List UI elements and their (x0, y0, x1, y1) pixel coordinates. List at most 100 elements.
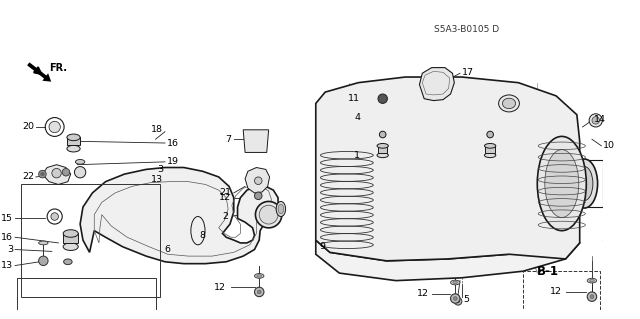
Polygon shape (67, 137, 80, 145)
Text: 3: 3 (7, 245, 13, 254)
Ellipse shape (276, 201, 285, 217)
Polygon shape (63, 234, 78, 243)
Polygon shape (485, 146, 495, 153)
Text: 13: 13 (1, 261, 13, 270)
Circle shape (588, 292, 596, 301)
Text: 12: 12 (219, 193, 231, 202)
Circle shape (255, 177, 262, 184)
Text: 3: 3 (157, 165, 163, 174)
Circle shape (454, 298, 462, 305)
Text: 17: 17 (462, 68, 474, 77)
Ellipse shape (257, 275, 262, 277)
Circle shape (62, 168, 70, 176)
FancyArrow shape (27, 62, 51, 82)
Ellipse shape (259, 205, 278, 224)
Text: 7: 7 (225, 135, 231, 144)
Circle shape (453, 297, 457, 300)
Circle shape (487, 131, 493, 138)
Text: 22: 22 (22, 173, 34, 182)
Circle shape (257, 290, 261, 294)
Text: 19: 19 (167, 157, 179, 166)
Ellipse shape (255, 274, 264, 278)
Text: 1: 1 (354, 151, 360, 160)
Bar (17, 278, 156, 319)
Polygon shape (316, 231, 580, 281)
Text: S5A3-B0105 D: S5A3-B0105 D (433, 26, 499, 34)
Ellipse shape (451, 280, 460, 285)
Circle shape (457, 300, 460, 303)
Text: B-1: B-1 (537, 265, 559, 278)
Text: 6: 6 (164, 245, 170, 254)
Text: 9: 9 (319, 242, 325, 251)
Ellipse shape (545, 150, 579, 218)
Bar (20, 183, 160, 297)
Circle shape (255, 287, 264, 297)
Text: 4: 4 (354, 113, 360, 122)
Circle shape (38, 170, 46, 178)
Polygon shape (378, 146, 387, 153)
Ellipse shape (537, 137, 586, 231)
Ellipse shape (63, 230, 78, 237)
Ellipse shape (191, 217, 205, 245)
Text: 12: 12 (550, 287, 562, 296)
Text: 14: 14 (594, 115, 606, 124)
Ellipse shape (572, 159, 598, 208)
Text: 12: 12 (417, 289, 429, 298)
FancyArrow shape (539, 242, 552, 259)
Text: 10: 10 (604, 141, 615, 150)
Text: 5: 5 (464, 295, 470, 304)
Circle shape (51, 213, 58, 220)
Circle shape (589, 114, 602, 127)
Circle shape (74, 167, 86, 178)
Polygon shape (80, 167, 278, 264)
Ellipse shape (63, 259, 72, 264)
Circle shape (380, 131, 386, 138)
Circle shape (592, 117, 600, 124)
Text: 16: 16 (1, 233, 13, 242)
Text: 18: 18 (151, 125, 163, 134)
Text: 15: 15 (1, 214, 13, 223)
Ellipse shape (453, 281, 458, 284)
Ellipse shape (616, 226, 628, 232)
Ellipse shape (502, 98, 516, 108)
Ellipse shape (377, 153, 388, 158)
Ellipse shape (499, 95, 520, 112)
Ellipse shape (484, 144, 496, 148)
Ellipse shape (63, 243, 78, 250)
Text: 13: 13 (151, 175, 163, 184)
Circle shape (618, 207, 626, 215)
Circle shape (52, 168, 61, 178)
Text: 12: 12 (214, 283, 226, 292)
Circle shape (38, 256, 48, 265)
Ellipse shape (377, 144, 388, 148)
Text: 8: 8 (200, 231, 206, 240)
Ellipse shape (38, 241, 48, 245)
Ellipse shape (67, 145, 80, 152)
Circle shape (590, 295, 594, 299)
Ellipse shape (67, 134, 80, 141)
Circle shape (451, 294, 460, 303)
Text: 20: 20 (22, 122, 34, 131)
Ellipse shape (76, 160, 85, 164)
Polygon shape (243, 130, 269, 152)
Circle shape (255, 192, 262, 200)
Ellipse shape (616, 240, 628, 246)
Polygon shape (42, 165, 70, 184)
Ellipse shape (255, 201, 282, 228)
Text: FR.: FR. (49, 63, 67, 73)
Circle shape (49, 121, 60, 133)
Ellipse shape (278, 204, 284, 214)
Ellipse shape (618, 220, 627, 224)
Text: 21: 21 (219, 189, 231, 197)
Polygon shape (616, 229, 628, 240)
Text: 2: 2 (222, 212, 228, 221)
Text: 16: 16 (167, 138, 179, 147)
Circle shape (40, 172, 44, 176)
Bar (523, 271, 600, 319)
Ellipse shape (588, 278, 596, 283)
Text: 11: 11 (348, 94, 360, 103)
Polygon shape (316, 77, 580, 261)
Ellipse shape (589, 279, 595, 282)
Polygon shape (245, 167, 269, 193)
Ellipse shape (576, 167, 593, 201)
